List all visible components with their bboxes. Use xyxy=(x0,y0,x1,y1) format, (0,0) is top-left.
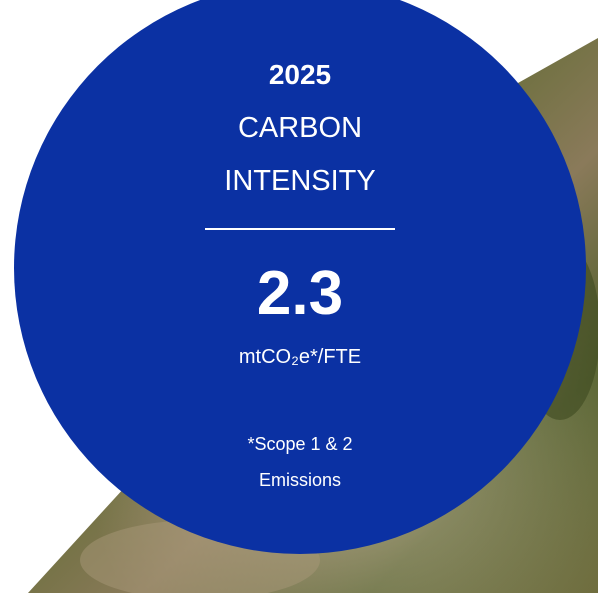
metric-value: 2.3 xyxy=(257,259,343,328)
page: 2025 CARBON INTENSITY 2.3 mtCO₂e*/FTE *S… xyxy=(0,0,598,593)
title-line: INTENSITY xyxy=(224,165,375,197)
title-line: CARBON xyxy=(238,112,362,144)
footnote-line: Emissions xyxy=(259,470,341,490)
metric-unit: mtCO₂e*/FTE xyxy=(239,346,361,368)
footnote-line: *Scope 1 & 2 xyxy=(247,434,352,454)
year: 2025 xyxy=(269,59,331,90)
infographic: 2025 CARBON INTENSITY 2.3 mtCO₂e*/FTE *S… xyxy=(0,0,598,593)
